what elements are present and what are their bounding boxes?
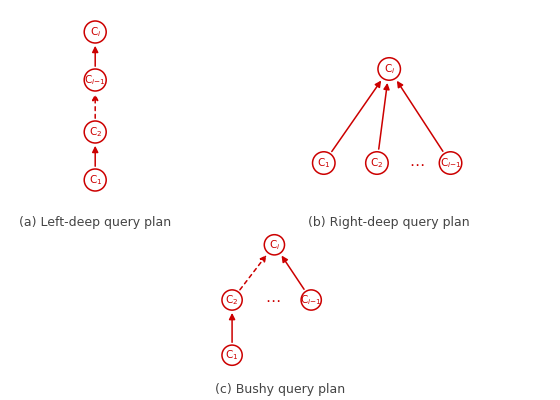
Text: $\mathrm{C}_{1}$: $\mathrm{C}_{1}$ — [226, 348, 239, 362]
Text: $\mathrm{C}_{i\!-\!1}$: $\mathrm{C}_{i\!-\!1}$ — [300, 293, 322, 307]
Text: $\mathrm{C}_{i\!-\!1}$: $\mathrm{C}_{i\!-\!1}$ — [84, 73, 106, 87]
Text: $\mathrm{C}_{1}$: $\mathrm{C}_{1}$ — [317, 156, 330, 170]
Text: (c) Bushy query plan: (c) Bushy query plan — [215, 383, 345, 396]
Text: $\mathrm{C}_{i}$: $\mathrm{C}_{i}$ — [384, 62, 395, 76]
Text: $\mathrm{C}_{2}$: $\mathrm{C}_{2}$ — [370, 156, 384, 170]
Text: (a) Left-deep query plan: (a) Left-deep query plan — [19, 216, 171, 229]
Text: $\mathrm{C}_{i\!-\!1}$: $\mathrm{C}_{i\!-\!1}$ — [440, 156, 461, 170]
Text: $\mathrm{C}_{2}$: $\mathrm{C}_{2}$ — [226, 293, 239, 307]
Text: $\mathrm{C}_{i}$: $\mathrm{C}_{i}$ — [269, 238, 280, 252]
Text: $\mathrm{C}_{1}$: $\mathrm{C}_{1}$ — [88, 173, 102, 187]
Text: $\mathrm{C}_{i}$: $\mathrm{C}_{i}$ — [90, 25, 101, 39]
Text: $\cdots$: $\cdots$ — [265, 292, 280, 308]
Text: $\mathrm{C}_{2}$: $\mathrm{C}_{2}$ — [88, 125, 102, 139]
Text: $\cdots$: $\cdots$ — [409, 156, 424, 170]
Text: (b) Right-deep query plan: (b) Right-deep query plan — [309, 216, 470, 229]
